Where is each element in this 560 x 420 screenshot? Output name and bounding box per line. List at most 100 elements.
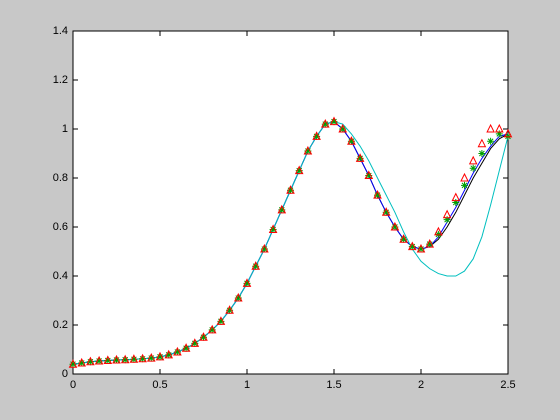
data-marker: [260, 243, 269, 253]
data-marker: [443, 216, 451, 224]
x-tick-label: 1: [244, 379, 250, 391]
axes-box: [72, 30, 509, 375]
x-tick-label: 2: [418, 379, 424, 391]
data-marker: [86, 356, 95, 366]
x-tick-label: 0.5: [152, 379, 167, 391]
data-marker: [103, 355, 113, 365]
data-marker: [339, 125, 347, 133]
data-marker: [78, 359, 86, 367]
data-marker: [417, 245, 425, 253]
data-marker: [121, 356, 129, 364]
data-marker: [138, 353, 147, 363]
data-marker: [208, 326, 216, 334]
x-tick-label: 2.5: [500, 379, 515, 391]
data-marker: [312, 131, 321, 140]
x-tick-label: 0: [70, 379, 76, 391]
data-marker: [268, 224, 278, 233]
data-marker: [461, 181, 468, 189]
data-marker: [486, 123, 495, 133]
data-marker: [173, 348, 181, 356]
data-marker: [504, 132, 512, 140]
data-marker: [381, 207, 391, 216]
data-marker: [408, 243, 416, 251]
data-marker: [234, 294, 242, 302]
data-marker: [487, 137, 495, 145]
data-marker: [191, 339, 199, 347]
data-marker: [477, 138, 487, 148]
data-marker: [374, 191, 381, 199]
data-marker: [86, 358, 94, 366]
y-tick-label: 1: [62, 123, 68, 135]
data-marker: [77, 357, 87, 367]
data-marker: [69, 360, 77, 368]
data-marker: [313, 132, 321, 140]
data-marker: [252, 262, 260, 270]
data-marker: [278, 206, 286, 214]
data-marker: [68, 359, 78, 368]
data-marker: [104, 357, 112, 365]
data-marker: [120, 354, 130, 364]
data-marker: [416, 243, 426, 253]
data-marker: [95, 357, 103, 365]
y-tick-label: 1.2: [53, 74, 68, 86]
data-marker: [129, 354, 139, 363]
data-marker: [286, 185, 295, 194]
data-marker: [338, 123, 348, 133]
data-marker: [356, 154, 364, 162]
data-marker: [207, 324, 217, 334]
data-marker: [200, 333, 207, 341]
y-tick-label: 0.6: [53, 221, 68, 233]
data-marker: [199, 332, 208, 341]
data-marker: [364, 170, 374, 180]
data-marker: [329, 116, 339, 126]
data-marker: [139, 355, 147, 363]
data-marker: [155, 351, 165, 361]
data-marker: [112, 354, 121, 364]
data-marker: [407, 241, 417, 251]
data-marker: [425, 239, 435, 248]
data-marker: [426, 240, 434, 248]
data-marker: [251, 261, 261, 270]
y-tick-label: 0: [62, 368, 68, 380]
data-marker: [226, 306, 234, 314]
y-tick-label: 0.2: [53, 319, 68, 331]
data-marker: [347, 137, 355, 145]
data-marker: [225, 305, 234, 314]
data-marker: [94, 355, 104, 365]
data-marker: [434, 230, 442, 238]
data-marker: [146, 352, 156, 362]
data-marker: [130, 355, 138, 363]
y-tick-label: 0.8: [53, 172, 68, 184]
data-marker: [303, 145, 313, 155]
data-marker: [295, 167, 303, 175]
data-marker: [434, 226, 443, 236]
data-marker: [382, 208, 390, 216]
data-marker: [451, 192, 461, 202]
data-marker: [304, 147, 312, 155]
data-marker: [399, 234, 408, 243]
data-marker: [320, 118, 330, 128]
data-marker: [242, 278, 252, 287]
data-marker: [243, 279, 251, 287]
data-marker: [233, 292, 243, 302]
data-marker: [147, 354, 155, 362]
data-marker: [391, 223, 399, 231]
data-marker: [442, 209, 452, 219]
data-marker: [503, 128, 513, 138]
data-marker: [460, 172, 469, 182]
data-marker: [181, 343, 191, 352]
data-marker: [165, 351, 173, 359]
data-marker: [321, 120, 329, 128]
data-marker: [468, 155, 478, 165]
data-marker: [217, 317, 225, 325]
data-marker: [269, 225, 277, 233]
data-marker: [173, 346, 182, 356]
data-marker: [182, 344, 190, 352]
data-marker: [478, 150, 486, 157]
data-marker: [190, 338, 200, 347]
data-marker: [452, 199, 460, 206]
data-marker: [355, 153, 365, 162]
y-tick-label: 0.4: [53, 270, 68, 282]
